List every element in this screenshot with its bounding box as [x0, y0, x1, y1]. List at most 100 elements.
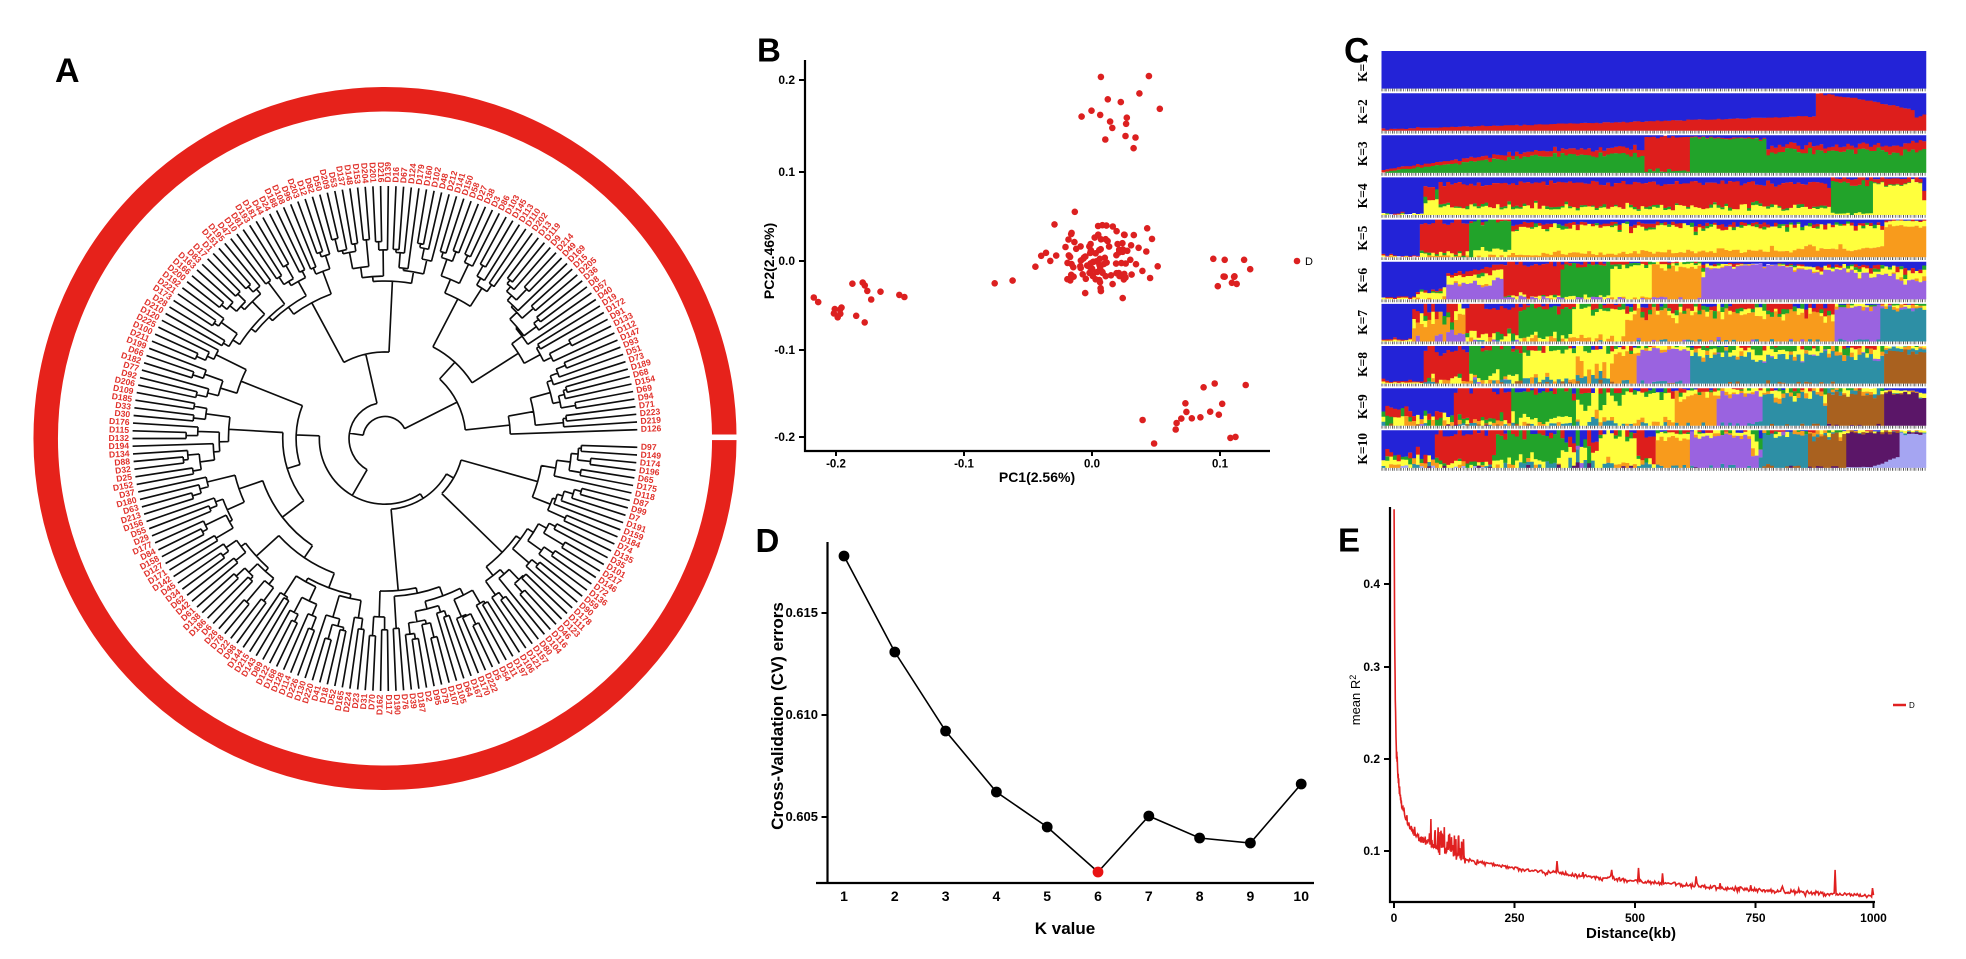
svg-text:D148: D148 [342, 164, 355, 186]
svg-text:D18: D18 [317, 686, 330, 704]
svg-text:D73: D73 [627, 350, 645, 364]
svg-text:0.1: 0.1 [1212, 459, 1229, 471]
svg-text:K=6: K=6 [1355, 268, 1370, 293]
svg-text:D: D [756, 522, 780, 559]
svg-text:D223: D223 [639, 406, 661, 418]
svg-text:-0.2: -0.2 [826, 459, 846, 471]
svg-text:D204: D204 [359, 162, 371, 183]
svg-text:D16: D16 [390, 166, 401, 182]
svg-text:D65: D65 [637, 473, 654, 485]
svg-text:D216: D216 [376, 162, 386, 183]
svg-text:K=4: K=4 [1355, 183, 1370, 208]
svg-text:D48: D48 [437, 172, 450, 190]
svg-text:D109: D109 [112, 383, 134, 397]
svg-text:A: A [55, 52, 80, 90]
svg-text:D23: D23 [350, 692, 362, 709]
svg-text:D118: D118 [634, 488, 656, 502]
svg-text:D87: D87 [632, 496, 650, 510]
svg-text:0.2: 0.2 [778, 73, 795, 87]
svg-text:D139: D139 [383, 162, 393, 183]
svg-text:0.615: 0.615 [785, 605, 818, 620]
svg-text:Cross-Validation (CV) errors: Cross-Validation (CV) errors [768, 602, 787, 830]
svg-text:D209: D209 [318, 168, 332, 190]
svg-text:D180: D180 [115, 495, 138, 510]
svg-text:D97: D97 [641, 442, 657, 453]
svg-text:0.3: 0.3 [1363, 660, 1380, 674]
svg-text:D219: D219 [640, 415, 661, 426]
svg-text:D50: D50 [311, 174, 325, 192]
svg-text:K=10: K=10 [1355, 433, 1370, 465]
svg-text:K=5: K=5 [1355, 225, 1370, 250]
svg-text:D190: D190 [392, 694, 403, 715]
svg-text:2: 2 [891, 888, 899, 904]
svg-text:0.0: 0.0 [778, 254, 795, 268]
svg-text:D224: D224 [341, 691, 354, 713]
svg-text:D95: D95 [431, 688, 444, 706]
svg-text:D64: D64 [461, 680, 475, 698]
svg-text:D149: D149 [640, 449, 661, 460]
svg-text:D88: D88 [114, 456, 131, 467]
svg-text:D32: D32 [115, 464, 132, 476]
svg-text:-0.1: -0.1 [954, 459, 974, 471]
svg-text:D194: D194 [108, 441, 129, 452]
svg-text:0.1: 0.1 [778, 165, 795, 179]
svg-text:D67: D67 [398, 167, 409, 184]
svg-text:D160: D160 [421, 165, 434, 187]
svg-text:4: 4 [993, 888, 1001, 904]
svg-text:C: C [1344, 32, 1369, 71]
svg-text:6: 6 [1094, 888, 1102, 904]
svg-text:B: B [757, 32, 781, 69]
svg-text:K=1: K=1 [1355, 57, 1370, 82]
svg-text:D187: D187 [415, 691, 428, 713]
svg-text:0.605: 0.605 [785, 809, 818, 824]
svg-text:8: 8 [1196, 888, 1204, 904]
svg-text:500: 500 [1625, 911, 1645, 925]
svg-text:D165: D165 [333, 690, 346, 712]
svg-text:D174: D174 [639, 457, 661, 469]
svg-text:1000: 1000 [1860, 911, 1887, 925]
svg-text:D69: D69 [635, 382, 653, 395]
svg-text:D82: D82 [303, 177, 317, 195]
svg-text:D33: D33 [115, 400, 132, 412]
svg-text:D126: D126 [641, 423, 662, 434]
svg-text:D201: D201 [367, 162, 378, 183]
svg-text:D39: D39 [407, 693, 419, 710]
svg-text:D79: D79 [438, 687, 451, 705]
svg-text:0.1: 0.1 [1363, 844, 1380, 858]
svg-text:D115: D115 [109, 424, 130, 435]
svg-text:D132: D132 [108, 433, 129, 443]
svg-text:D: D [1305, 256, 1313, 268]
svg-text:-0.1: -0.1 [774, 343, 795, 357]
svg-text:K=9: K=9 [1355, 394, 1370, 419]
svg-text:D53: D53 [327, 171, 340, 189]
svg-text:K=7: K=7 [1355, 310, 1370, 335]
svg-text:0.4: 0.4 [1363, 577, 1380, 591]
svg-text:1: 1 [840, 888, 848, 904]
svg-text:D196: D196 [638, 465, 660, 478]
svg-text:D25: D25 [116, 472, 133, 484]
svg-text:D7: D7 [628, 511, 642, 524]
svg-text:D66: D66 [127, 344, 145, 359]
svg-text:7: 7 [1145, 888, 1153, 904]
svg-text:D71: D71 [638, 399, 655, 411]
svg-text:D134: D134 [109, 448, 130, 459]
svg-text:D117: D117 [384, 694, 394, 714]
svg-text:D179: D179 [414, 163, 427, 185]
svg-text:D30: D30 [114, 408, 131, 419]
svg-text:D152: D152 [112, 479, 134, 493]
svg-text:D63: D63 [122, 502, 140, 516]
svg-text:D2: D2 [423, 690, 435, 703]
svg-text:D124: D124 [406, 163, 418, 185]
svg-text:D12: D12 [295, 179, 310, 197]
svg-text:D92: D92 [120, 367, 138, 381]
svg-text:D153: D153 [351, 163, 363, 185]
svg-text:D162: D162 [374, 694, 384, 715]
svg-text:D76: D76 [400, 693, 411, 710]
svg-text:PC2(2.46%): PC2(2.46%) [761, 223, 777, 299]
svg-text:D185: D185 [111, 391, 133, 404]
svg-text:D175: D175 [636, 480, 658, 494]
svg-text:0: 0 [1391, 911, 1398, 925]
svg-text:D102: D102 [429, 166, 443, 188]
svg-text:D99: D99 [630, 503, 648, 517]
svg-text:D52: D52 [325, 688, 338, 706]
